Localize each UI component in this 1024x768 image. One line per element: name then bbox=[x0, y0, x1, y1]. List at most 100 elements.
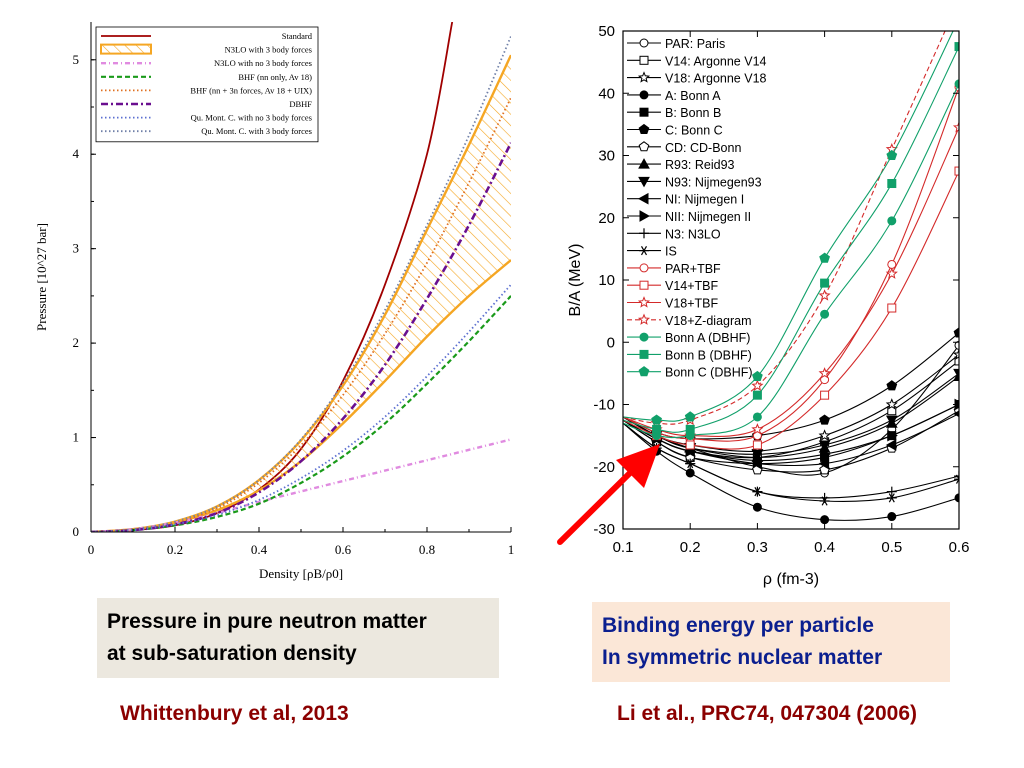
data-point-triangle-right bbox=[639, 210, 651, 222]
series-line-18 bbox=[623, 46, 959, 433]
legend-label: Bonn C (DBHF) bbox=[665, 366, 753, 380]
data-point-star-open bbox=[818, 367, 831, 379]
data-point-circle bbox=[887, 512, 897, 522]
legend-label: A: Bonn A bbox=[665, 89, 721, 103]
legend-label: NI: Nijmegen I bbox=[665, 193, 744, 207]
right-caption-line-2: In symmetric nuclear matter bbox=[602, 646, 883, 669]
left-caption-line-1: Pressure in pure neutron matter bbox=[107, 610, 427, 633]
data-point-square-open bbox=[752, 440, 762, 450]
legend-label: N3: N3LO bbox=[665, 227, 721, 241]
series-line-3 bbox=[91, 295, 511, 532]
data-point-square bbox=[820, 278, 830, 288]
data-point-star-open bbox=[751, 423, 764, 435]
left-x-tick-label: 0.6 bbox=[335, 542, 352, 557]
data-point-square bbox=[954, 42, 959, 52]
left-x-axis-label: Density [ρB/ρ0] bbox=[259, 566, 343, 581]
data-point-pentagon bbox=[886, 149, 898, 160]
right-x-tick-label: 0.6 bbox=[949, 539, 970, 556]
right-caption-box: Binding energy per particle In symmetric… bbox=[592, 602, 950, 682]
data-point-square bbox=[639, 107, 649, 117]
legend-label: PAR+TBF bbox=[665, 262, 721, 276]
right-x-axis-label: ρ (fm-3) bbox=[763, 571, 819, 588]
data-point-star-open bbox=[751, 379, 764, 392]
legend-label: BHF (nn only, Av 18) bbox=[238, 72, 312, 82]
series-line-17 bbox=[623, 83, 959, 439]
series-line-13 bbox=[623, 86, 959, 442]
data-point-triangle-down bbox=[953, 368, 959, 380]
right-y-tick-label: 30 bbox=[598, 148, 615, 165]
right-citation: Li et al., PRC74, 047304 (2006) bbox=[617, 702, 917, 725]
data-point-pentagon bbox=[752, 370, 763, 381]
left-x-tick-label: 0.8 bbox=[419, 542, 435, 557]
data-point-square-open bbox=[639, 280, 649, 290]
legend-label: C: Bonn C bbox=[665, 124, 723, 138]
left-x-tick-label: 0.2 bbox=[167, 542, 183, 557]
right-y-tick-label: 50 bbox=[598, 23, 615, 40]
left-y-tick-label: 5 bbox=[73, 52, 80, 67]
left-x-tick-label: 1 bbox=[508, 542, 515, 557]
data-point-pentagon bbox=[886, 380, 898, 391]
data-point-asterisk bbox=[685, 459, 696, 469]
right-x-tick-label: 0.5 bbox=[881, 539, 902, 556]
series-line-4 bbox=[91, 97, 511, 532]
data-point-star-open bbox=[952, 348, 959, 360]
legend-swatch-band bbox=[100, 43, 152, 55]
series-line-19 bbox=[623, 31, 954, 422]
data-point-circle bbox=[639, 332, 649, 342]
data-point-pentagon bbox=[684, 411, 696, 422]
right-y-tick-label: -20 bbox=[593, 459, 615, 476]
legend-label: N3LO with 3 body forces bbox=[225, 45, 312, 55]
data-point-star-open bbox=[818, 289, 831, 301]
left-y-tick-label: 4 bbox=[73, 146, 80, 161]
data-point-star-open bbox=[885, 267, 898, 279]
asterisk-stroke bbox=[821, 496, 828, 506]
left-x-tick-label: 0.4 bbox=[251, 542, 268, 557]
legend-label: B: Bonn B bbox=[665, 106, 721, 120]
data-point-asterisk bbox=[819, 496, 830, 506]
data-point-star-open bbox=[637, 71, 651, 83]
legend-label: N93: Nijmegen93 bbox=[665, 175, 762, 189]
data-point-circle-open bbox=[954, 340, 959, 350]
data-point-triangle-right bbox=[752, 454, 764, 467]
data-point-pentagon bbox=[651, 414, 662, 425]
data-point-triangle-down bbox=[751, 449, 764, 461]
data-point-square bbox=[639, 349, 649, 359]
legend-label: PAR: Paris bbox=[665, 37, 725, 51]
legend-label: V14: Argonne V14 bbox=[665, 54, 767, 68]
data-point-circle bbox=[685, 468, 695, 478]
legend-label: DBHF bbox=[289, 99, 312, 109]
data-point-triangle-down bbox=[818, 440, 831, 452]
legend-label: IS bbox=[665, 245, 677, 259]
left-caption-line-2: at sub-saturation density bbox=[107, 642, 357, 665]
data-point-circle bbox=[820, 515, 830, 525]
right-y-tick-label: 40 bbox=[598, 85, 615, 102]
data-point-circle-open bbox=[639, 38, 649, 48]
legend-label: V18+Z-diagram bbox=[665, 314, 752, 328]
data-point-triangle-right bbox=[820, 448, 831, 461]
right-x-tick-label: 0.4 bbox=[814, 539, 835, 556]
legend-label: BHF (nn + 3n forces, Av 18 + UIX) bbox=[190, 85, 312, 95]
left-y-tick-label: 2 bbox=[73, 335, 80, 350]
data-point-circle-open bbox=[887, 259, 897, 269]
right-y-tick-label: 10 bbox=[598, 272, 615, 289]
series-line-16 bbox=[623, 31, 946, 425]
legend-label: Bonn A (DBHF) bbox=[665, 331, 750, 345]
data-point-square bbox=[752, 390, 762, 400]
left-citation: Whittenbury et al, 2013 bbox=[120, 702, 349, 725]
data-point-asterisk bbox=[752, 487, 763, 497]
asterisk-stroke bbox=[640, 245, 648, 256]
left-y-axis-label: Pressure [10^27 bar] bbox=[34, 223, 49, 331]
red-arrow-shaft bbox=[557, 467, 636, 545]
data-point-star-open bbox=[637, 296, 651, 308]
data-point-asterisk bbox=[886, 493, 897, 503]
legend-label: CD: CD-Bonn bbox=[665, 141, 741, 155]
data-point-plus bbox=[639, 228, 649, 239]
left-y-tick-label: 0 bbox=[73, 524, 80, 539]
data-point-square-open bbox=[954, 356, 959, 366]
left-y-tick-label: 1 bbox=[73, 430, 80, 445]
data-point-pentagon bbox=[819, 414, 830, 425]
data-point-star-open bbox=[818, 429, 831, 441]
red-arrow-head bbox=[616, 444, 660, 488]
